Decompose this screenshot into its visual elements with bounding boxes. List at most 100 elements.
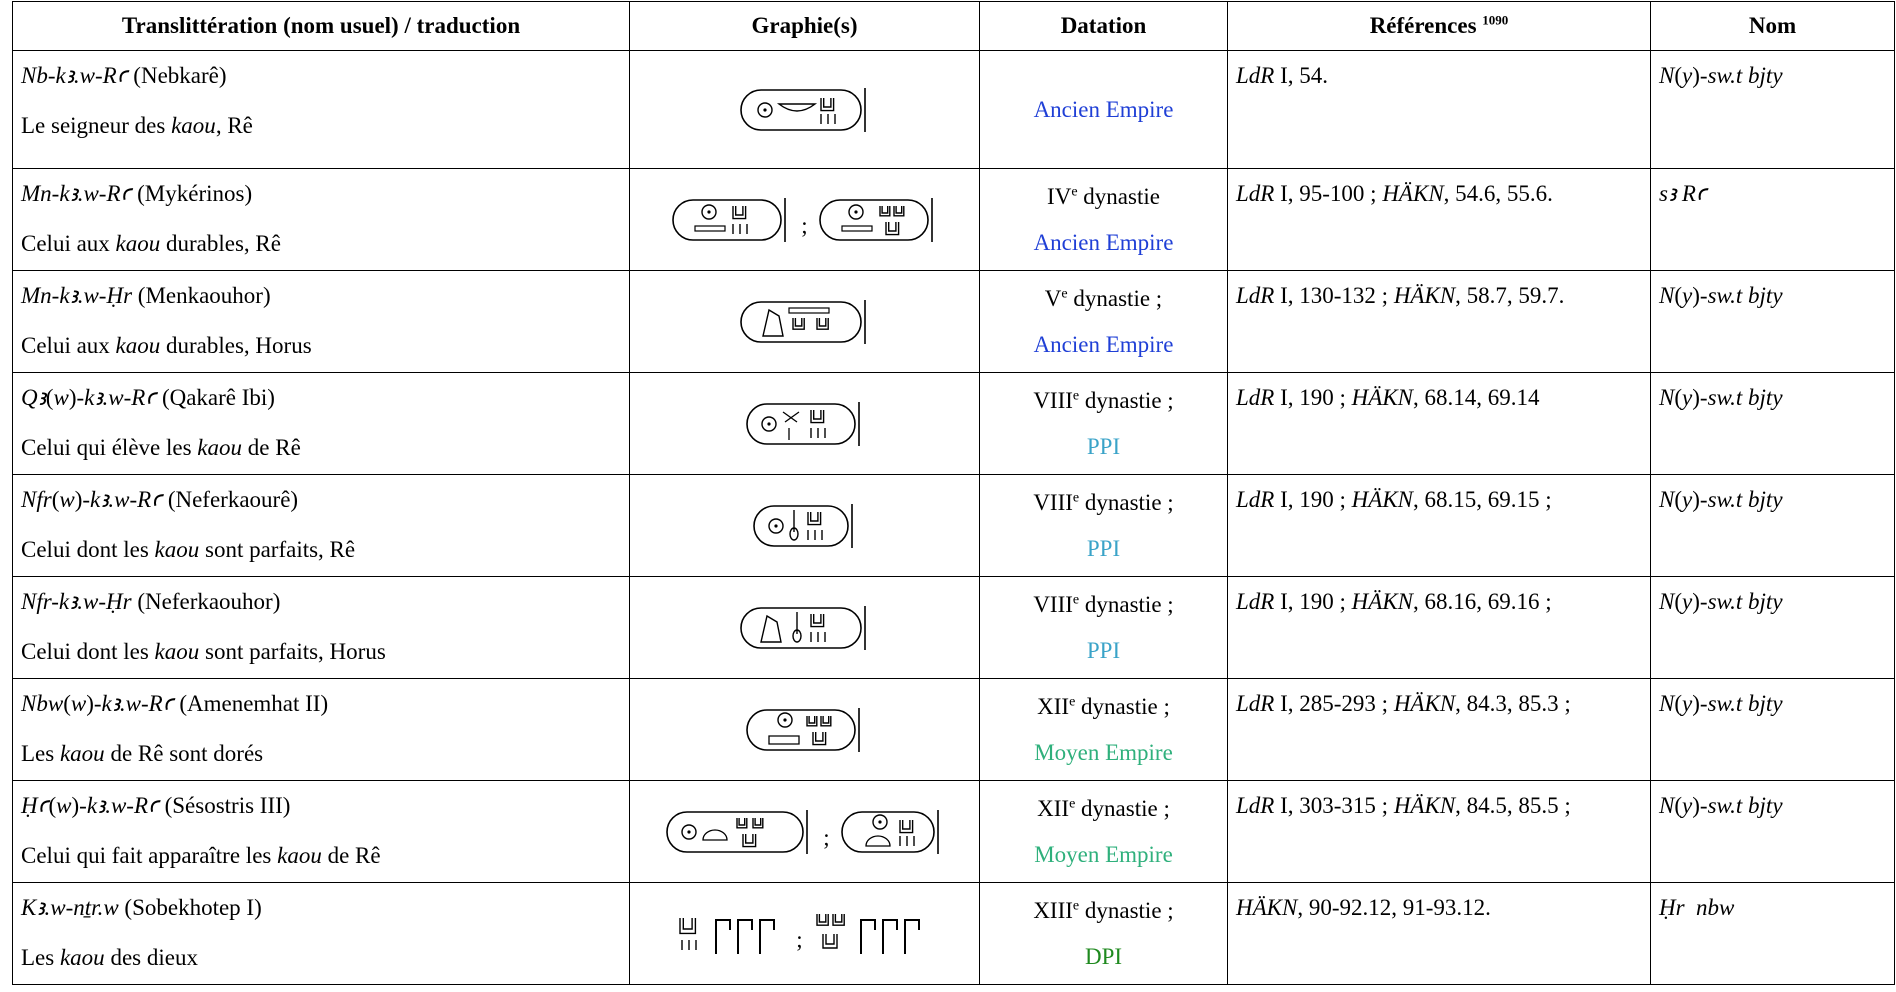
- text: PPI: [1086, 637, 1121, 663]
- cartouche: [739, 299, 866, 344]
- glyph-part: [806, 511, 821, 526]
- text: PPI: [1086, 535, 1121, 561]
- graphie-cell: [629, 474, 980, 577]
- header-cell: Références 1090: [1227, 1, 1651, 51]
- italic-text: HÄKN: [1393, 283, 1456, 308]
- text: , 90-92.12, 91-93.12.: [1297, 895, 1491, 920]
- datation: Ve dynastie ;: [988, 276, 1219, 322]
- superscript: e: [1072, 591, 1080, 607]
- table-body: Nb-kꜣ.w-Rꜥ (Nebkarê) Le seigneur des kaou…: [12, 50, 1895, 985]
- graphie-cell: ;: [629, 168, 980, 271]
- text: , 68.16, 69.16 ;: [1413, 589, 1552, 614]
- datation-cell: VIIIe dynastie ; PPI: [979, 372, 1228, 475]
- translit-cell: Qꜣ(w)-kꜣ.w-Rꜥ (Qakarê Ibi) Celui qui élèv…: [12, 372, 630, 475]
- text: XII: [1037, 795, 1070, 821]
- text: VIII: [1033, 591, 1073, 617]
- text: (: [51, 487, 60, 512]
- glyph-part: [859, 918, 876, 954]
- glyph-part: [739, 89, 862, 131]
- graphie-cell: [629, 576, 980, 679]
- italic-text: -sw.t bjty: [1699, 589, 1783, 614]
- separator: ;: [796, 926, 803, 952]
- table-row: Mn-kꜣ.w-Rꜥ (Mykérinos) Celui aux kaou dur…: [12, 168, 1895, 271]
- glyph-part: [752, 817, 764, 828]
- glyph-part: [745, 403, 856, 445]
- glyph-part: [881, 918, 898, 954]
- text: , 58.7, 59.7.: [1455, 283, 1565, 308]
- datation: XIIIe dynastie ;: [988, 888, 1219, 934]
- references-cell: LdR I, 130-132 ; HÄKN, 58.7, 59.7.: [1227, 270, 1651, 373]
- superscript: 1090: [1482, 12, 1509, 28]
- glyph-part: [841, 224, 873, 232]
- glyph-part: [736, 817, 748, 828]
- text: Références: [1369, 13, 1483, 38]
- glyph-part: [687, 829, 691, 834]
- text: Datation: [1060, 13, 1147, 38]
- italic-text: -kꜣ.w-Rꜥ: [76, 385, 157, 410]
- text: dynastie: [1077, 183, 1160, 209]
- translit-cell: Nb-kꜣ.w-Rꜥ (Nebkarê) Le seigneur des kaou…: [12, 50, 630, 169]
- datation: PPI: [988, 526, 1219, 572]
- glyph-part: [732, 205, 747, 219]
- header-cell: Datation: [979, 1, 1228, 51]
- glyph-part: [760, 416, 777, 432]
- datation: IVe dynastie: [988, 174, 1219, 220]
- references-cell: LdR I, 190 ; HÄKN, 68.14, 69.14: [1227, 372, 1651, 475]
- italic-text: Qꜣ: [21, 385, 46, 410]
- translation: Les kaou de Rê sont dorés: [21, 729, 621, 779]
- text: dynastie ;: [1075, 693, 1170, 719]
- datation-cell: VIIIe dynastie ; PPI: [979, 576, 1228, 679]
- table-row: Ḥꜥ(w)-kꜣ.w-Rꜥ (Sésostris III) Celui qui f…: [12, 780, 1895, 883]
- italic-text: kaou: [171, 113, 216, 138]
- italic-text: N: [1659, 793, 1675, 818]
- glyph-part: [811, 731, 826, 746]
- nom: N(y)-sw.t bjty: [1659, 781, 1886, 831]
- text: ): [74, 487, 83, 512]
- translit-cell: Nfr-kꜣ.w-Ḥr (Neferkaouhor) Celui dont les…: [12, 576, 630, 679]
- italic-text: kaou: [197, 435, 243, 460]
- text: , 68.14, 69.14: [1413, 385, 1540, 410]
- text: ): [1692, 793, 1700, 818]
- glyph-part: [681, 823, 697, 840]
- italic-text: N: [1659, 589, 1675, 614]
- nom: N(y)-sw.t bjty: [1659, 271, 1886, 321]
- table-row: Nfr-kꜣ.w-Ḥr (Neferkaouhor) Celui dont les…: [12, 576, 1895, 679]
- translation: Celui dont les kaou sont parfaits, Rê: [21, 525, 621, 575]
- text: I, 303-315 ;: [1274, 793, 1394, 818]
- glyph-part: [759, 614, 782, 643]
- text: I, 130-132 ;: [1274, 283, 1394, 308]
- superscript: e: [1061, 285, 1068, 301]
- glyph-part: [819, 715, 831, 727]
- italic-text: LdR: [1236, 793, 1275, 818]
- cartouche: [818, 197, 933, 242]
- text: (: [45, 385, 54, 410]
- table-row: Mn-kꜣ.w-Ḥr (Menkaouhor) Celui aux kaou du…: [12, 270, 1895, 373]
- cartouche: [745, 707, 860, 752]
- datation: Ancien Empire: [988, 87, 1219, 133]
- text: , 54.6, 55.6.: [1443, 181, 1553, 206]
- datation: XIIe dynastie ;: [988, 786, 1219, 832]
- datation-cell: IVe dynastie Ancien Empire: [979, 168, 1228, 271]
- text: (: [1674, 793, 1683, 818]
- italic-text: LdR: [1236, 385, 1275, 410]
- translation: Celui aux kaou durables, Horus: [21, 321, 621, 371]
- translation: Celui aux kaou durables, Rê: [21, 219, 621, 269]
- hieroglyphs: [815, 913, 920, 954]
- glyph-part: [791, 611, 802, 643]
- nom-cell: Ḥr nbw: [1650, 882, 1895, 985]
- italic-text: -kꜣ.w-Rꜥ: [79, 793, 159, 818]
- text: sont parfaits, Horus: [199, 639, 386, 664]
- italic-text: -sw.t bjty: [1699, 793, 1783, 818]
- italic-text: LdR: [1236, 283, 1275, 308]
- text: des dieux: [104, 945, 198, 970]
- datation: PPI: [988, 424, 1219, 470]
- superscript: e: [1072, 489, 1080, 505]
- glyph-part: [871, 813, 888, 830]
- glyph-part: [854, 209, 858, 214]
- datation: VIIIe dynastie ;: [988, 582, 1219, 628]
- text: (: [1674, 63, 1683, 88]
- cartouche: [739, 87, 866, 132]
- graphie-cell: [629, 50, 980, 169]
- text: PPI: [1086, 433, 1121, 459]
